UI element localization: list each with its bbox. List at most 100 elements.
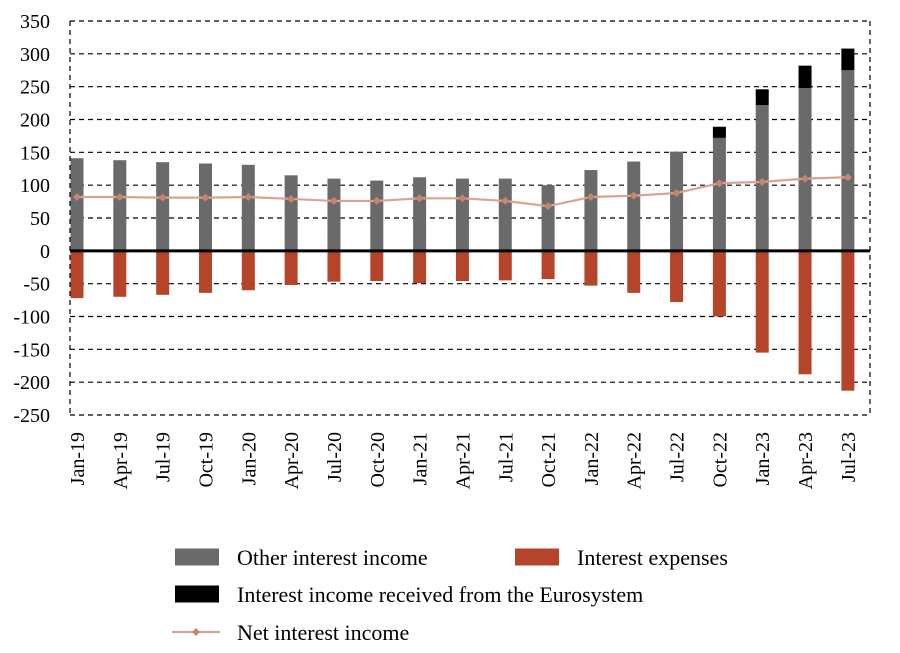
bar-other-interest-income [712,137,726,251]
net-interest-income-point [158,193,167,202]
bar-interest-expenses [798,250,812,375]
net-interest-income-point [415,194,424,203]
y-tick-label: 350 [20,11,50,33]
x-tick-label: Oct-20 [367,432,389,488]
y-tick-label: -250 [13,405,50,427]
net-interest-income-point [458,194,467,203]
net-interest-income-point [629,191,638,200]
net-interest-income-point [715,179,724,188]
bar-other-interest-income [70,158,84,251]
net-interest-income-point [201,193,210,202]
legend-label: Interest expenses [577,545,728,570]
bar-interest-expenses [455,250,469,282]
bar-interest-expenses [241,250,255,291]
net-interest-income-point [73,192,81,201]
bar-other-interest-income [113,160,127,251]
bar-interest-expenses [841,250,855,391]
bar-other-interest-income [241,164,255,251]
net-interest-income-point [501,196,510,205]
y-tick-label: 300 [20,44,50,66]
net-interest-income-point [586,192,595,201]
x-tick-label: Jul-22 [667,432,689,482]
legend: Other interest income Interest expenses In… [172,545,728,645]
net-interest-income-point [329,196,338,205]
bar-other-interest-income [627,161,641,251]
legend-label: Net interest income [237,620,409,645]
axes: 350 300 250 200 150 100 50 0 -50 -100 -150 -200 -250… [13,11,870,489]
bar-other-interest-income [370,180,384,251]
net-interest-income-point [758,177,767,186]
bar-other-interest-income [284,175,298,251]
bar-interest-expenses [327,250,341,282]
x-tick-label: Apr-23 [795,432,817,489]
x-tick-label: Jan-19 [67,432,89,485]
net-interest-income-point [801,174,810,183]
bar-interest-expenses [113,250,127,297]
y-tick-label: 200 [20,110,50,132]
legend-line-marker [192,628,200,636]
bar-other-interest-income [327,178,341,251]
x-tick-label: Jan-20 [238,432,260,485]
bar-other-interest-income [541,185,555,251]
bar-other-interest-income [798,87,812,251]
bar-interest-expenses [156,250,170,295]
bar-eurosystem-income [841,48,855,71]
net-interest-income-point [372,196,381,205]
bar-eurosystem-income [755,89,769,106]
x-tick-label: Oct-19 [195,432,217,488]
net-interest-income-point [287,194,296,203]
bar-other-interest-income [198,163,212,251]
x-tick-label: Apr-19 [110,432,132,489]
net-interest-income-point [115,192,124,201]
bar-interest-expenses [541,250,555,280]
y-tick-label: -50 [23,274,50,296]
y-tick-label: -100 [13,307,50,329]
legend-swatch [515,548,559,566]
legend-label: Other interest income [237,545,428,570]
x-tick-label: Jan-21 [410,432,432,485]
legend-swatch [175,585,219,603]
net-interest-line [73,173,852,211]
bar-interest-expenses [70,250,84,299]
bar-other-interest-income [413,177,427,251]
legend-label: Interest income received from the Eurosy… [237,582,643,607]
x-tick-label: Apr-21 [452,432,474,489]
x-tick-label: Jul-19 [153,432,175,482]
bar-other-interest-income [156,162,170,251]
x-tick-label: Jul-23 [838,432,860,482]
y-tick-label: -200 [13,372,50,394]
net-interest-income-point [672,189,681,198]
net-interest-income-point [244,192,253,201]
bars [70,48,855,391]
bar-other-interest-income [670,151,684,251]
bar-other-interest-income [584,170,598,251]
x-tick-label: Jul-20 [324,432,346,482]
bar-interest-expenses [670,250,684,303]
y-tick-label: 100 [20,175,50,197]
bar-interest-expenses [627,250,641,293]
bar-interest-expenses [413,250,427,284]
bar-other-interest-income [455,178,469,251]
bar-eurosystem-income [798,65,812,88]
y-tick-label: 150 [20,142,50,164]
net-interest-income-point [843,173,852,182]
bar-interest-expenses [370,250,384,282]
x-tick-label: Apr-22 [624,432,646,489]
bar-interest-expenses [284,250,298,285]
bar-other-interest-income [498,178,512,251]
y-tick-label: 50 [30,208,50,230]
legend-swatch [175,548,219,566]
y-tick-label: 0 [40,241,50,263]
bar-interest-expenses [198,250,212,293]
bar-other-interest-income [841,70,855,251]
x-tick-label: Jul-21 [495,432,517,482]
x-tick-label: Jan-22 [581,432,603,485]
y-tick-label: 250 [20,77,50,99]
bar-interest-expenses [584,250,598,286]
x-tick-label: Apr-20 [281,432,303,489]
grid-lines [69,20,871,416]
y-tick-label: -150 [13,339,50,361]
bar-interest-expenses [712,250,726,317]
bar-eurosystem-income [712,126,726,138]
